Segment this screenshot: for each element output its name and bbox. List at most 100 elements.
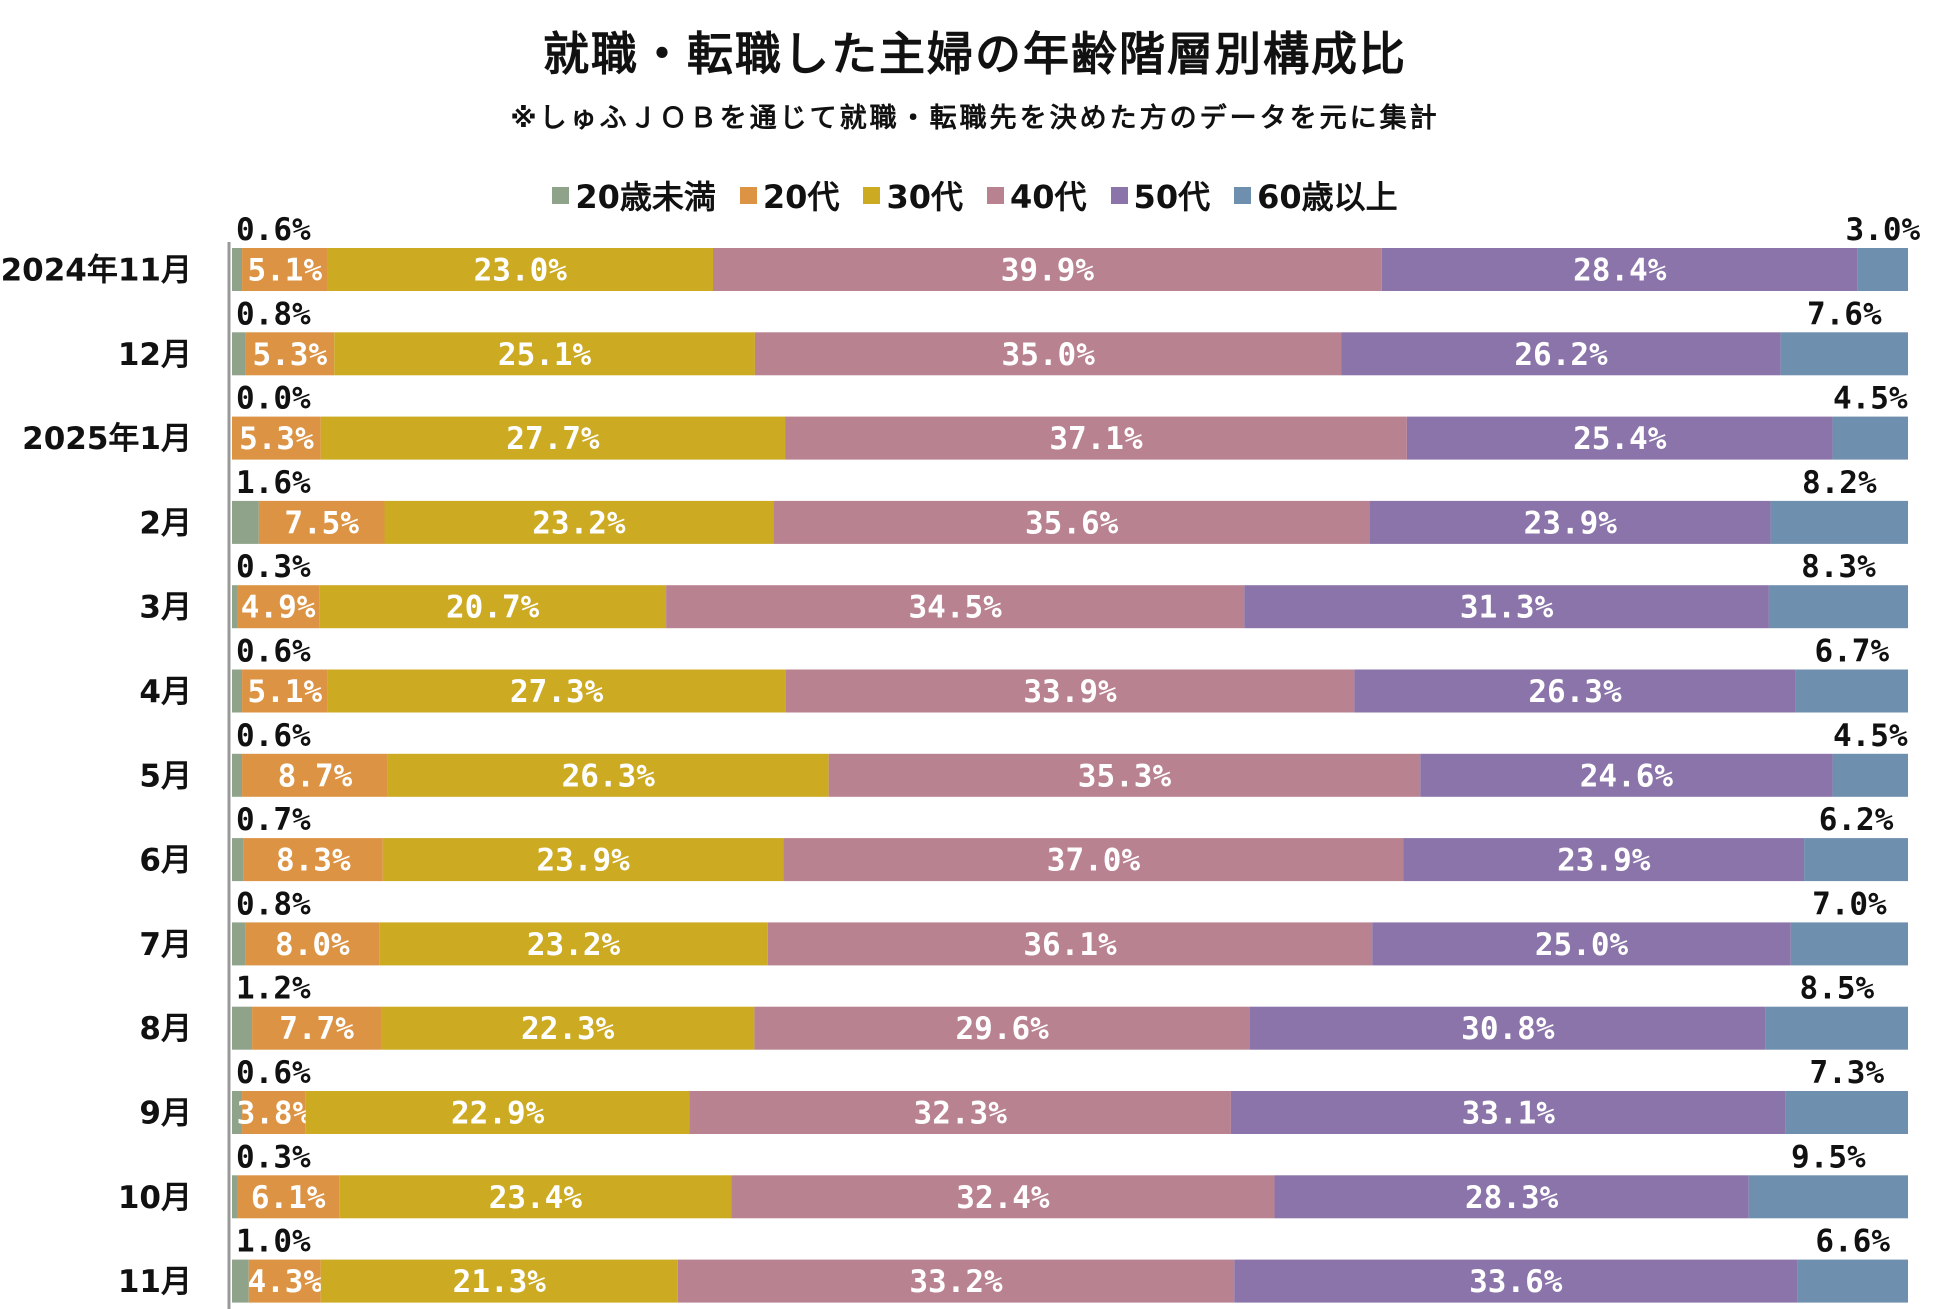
data-label: 3.8% (237, 1096, 312, 1132)
data-label: 0.6% (236, 718, 311, 754)
bar-segment (1372, 922, 1791, 966)
data-label: 3.0% (1846, 212, 1921, 248)
bar-segment (320, 416, 786, 460)
legend-swatch (987, 186, 1004, 204)
data-label: 31.3% (1460, 590, 1554, 626)
data-label: 27.3% (510, 674, 604, 710)
data-label: 23.2% (532, 505, 626, 541)
bar-segment (242, 753, 388, 797)
data-label: 0.3% (236, 549, 311, 585)
bar-segment (327, 669, 786, 713)
legend-item: 30代 (863, 172, 963, 218)
legend-swatch (1110, 186, 1128, 204)
legend-item: 50代 (1110, 172, 1210, 218)
bar-segment (232, 332, 246, 376)
bar-segment (1765, 1006, 1908, 1050)
bar-segment (248, 1259, 321, 1303)
bar-segment (1790, 922, 1908, 966)
legend-label: 60歳以上 (1257, 178, 1398, 216)
bar-segment (232, 1259, 249, 1303)
data-label: 25.4% (1573, 421, 1667, 457)
bar-segment (689, 1091, 1231, 1134)
data-label: 8.2% (1802, 465, 1877, 501)
bar-segment (237, 1175, 340, 1219)
bar-segment (1370, 500, 1771, 544)
bar-segment (1770, 500, 1908, 544)
chart-title: 就職・転職した主婦の年齢階層別構成比 (543, 27, 1407, 81)
data-label: 28.4% (1573, 253, 1667, 289)
bar-segment (1832, 753, 1908, 797)
bar-segment (767, 922, 1373, 966)
bar-segment (754, 1006, 1250, 1050)
data-label: 23.4% (489, 1180, 583, 1216)
data-label: 37.0% (1047, 843, 1141, 879)
bar-segment (1797, 1259, 1908, 1303)
legend: 20歳未満 20代 30代 40代 50代 60歳以上 (0, 172, 1950, 218)
data-label: 6.1% (251, 1180, 326, 1216)
legend-item: 20代 (739, 172, 839, 218)
bar-segment (1244, 585, 1769, 629)
data-label: 28.3% (1465, 1180, 1559, 1216)
bar-segment (1230, 1091, 1786, 1134)
data-label: 24.6% (1580, 758, 1674, 794)
bar-segment (1832, 416, 1908, 460)
data-label: 36.1% (1023, 927, 1117, 963)
bar-segment (387, 753, 829, 797)
data-label: 4.5% (1833, 718, 1908, 754)
category-label: 4月 (139, 674, 192, 710)
data-label: 32.4% (956, 1180, 1050, 1216)
data-label: 8.7% (278, 758, 353, 794)
bar-segment (245, 922, 380, 966)
data-label: 5.3% (239, 421, 314, 457)
data-label: 20.7% (446, 590, 540, 626)
data-label: 33.9% (1023, 674, 1117, 710)
category-label: 10月 (118, 1180, 192, 1216)
category-label: 9月 (139, 1096, 192, 1132)
data-label: 23.9% (536, 843, 630, 879)
chart-subtitle: ※しゅふＪＯＢを通じて就職・転職先を決めた方のデータを元に集計 (510, 103, 1440, 134)
data-label: 0.6% (236, 1055, 311, 1091)
category-label: 2024年11月 (1, 253, 192, 289)
bar-segment (666, 585, 1245, 629)
data-label: 23.9% (1524, 505, 1618, 541)
data-label: 34.5% (909, 590, 1003, 626)
bar-row: 0.3% 6.1% 23.4% 32.4% 28.3% 9.5% 10月 (118, 1139, 1908, 1219)
bar-row: 0.8% 5.3% 25.1% 35.0% 26.2% 7.6% 12月 (118, 296, 1908, 376)
category-label: 12月 (118, 337, 192, 373)
bar-segment (384, 500, 774, 544)
bar-segment (339, 1175, 732, 1219)
data-label: 23.9% (1557, 843, 1651, 879)
data-label: 0.0% (236, 381, 311, 417)
legend-label: 40代 (1010, 178, 1087, 216)
bar-segment (1780, 332, 1908, 376)
legend-label: 20歳未満 (575, 178, 716, 216)
data-label: 30.8% (1461, 1011, 1555, 1047)
bar-row: 0.8% 8.0% 23.2% 36.1% 25.0% 7.0% 7月 (139, 886, 1908, 966)
bar-segment (232, 1175, 238, 1219)
data-label: 35.0% (1002, 337, 1096, 373)
bar-segment (1403, 838, 1805, 882)
bar-segment (232, 669, 243, 713)
bar-row: 1.6% 7.5% 23.2% 35.6% 23.9% 8.2% 2月 (139, 465, 1908, 544)
bar-segment (1341, 332, 1781, 376)
bar-segment (258, 500, 385, 544)
bar-row: 0.6% 8.7% 26.3% 35.3% 24.6% 4.5% 5月 (139, 718, 1908, 797)
bar-segment (1768, 585, 1908, 629)
category-label: 2月 (139, 505, 192, 541)
category-label: 7月 (139, 927, 192, 963)
bar-segment (232, 416, 321, 460)
data-label: 32.3% (914, 1096, 1008, 1132)
data-label: 21.3% (453, 1264, 547, 1300)
bar-segment (305, 1091, 690, 1134)
bar-row: 0.0% 5.3% 27.7% 37.1% 25.4% 4.5% 2025年1月 (22, 381, 1908, 460)
bar-segment (1406, 416, 1833, 460)
legend-swatch (552, 186, 570, 204)
data-label: 1.2% (236, 971, 311, 1007)
category-label: 3月 (139, 590, 192, 626)
data-label: 27.7% (506, 421, 600, 457)
legend-item: 20歳未満 (552, 172, 716, 218)
data-label: 6.6% (1815, 1224, 1890, 1260)
bar-row: 1.2% 7.7% 22.3% 29.6% 30.8% 8.5% 8月 (139, 971, 1908, 1050)
data-label: 26.3% (1528, 674, 1622, 710)
